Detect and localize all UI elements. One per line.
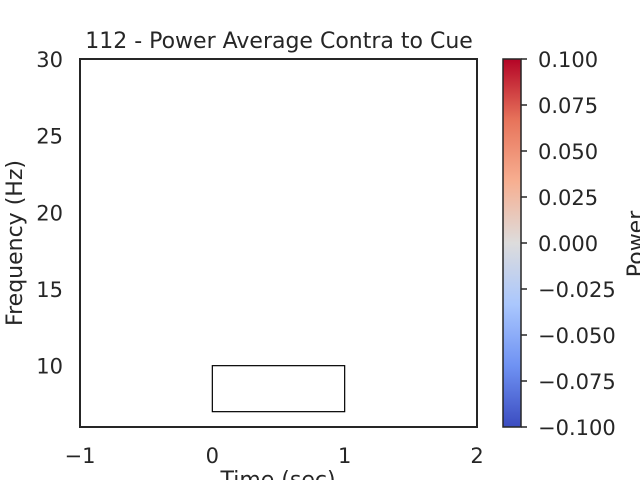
x-axis: −1 0 1 2 <box>65 444 484 468</box>
colorbar-tick-label: 0.050 <box>538 140 598 164</box>
colorbar <box>503 59 521 427</box>
colorbar-tick-label: 0.100 <box>538 48 598 72</box>
x-tick-label: 1 <box>338 444 351 468</box>
colorbar-tick-label: 0.025 <box>538 186 598 210</box>
x-tick-label: 2 <box>470 444 483 468</box>
y-tick-label: 25 <box>36 125 63 149</box>
annotation-box <box>211 365 346 413</box>
plot-frame <box>79 58 478 428</box>
y-tick-label: 30 <box>36 48 63 72</box>
y-axis: 10 15 20 25 30 <box>36 48 63 379</box>
colorbar-label: Power <box>624 210 640 277</box>
colorbar-tick-label: 0.075 <box>538 94 598 118</box>
x-tick-label: −1 <box>65 444 96 468</box>
colorbar-tick-label: −0.100 <box>538 416 616 440</box>
colorbar-ticks: 0.100 0.075 0.050 0.025 0.000 −0.025 −0.050 −0.… <box>521 48 616 440</box>
colorbar-tick-label: −0.075 <box>538 370 616 394</box>
plot-area <box>80 59 477 427</box>
colorbar-tick-label: −0.050 <box>538 324 616 348</box>
colorbar-tick-label: −0.025 <box>538 278 616 302</box>
x-tick-label: 0 <box>206 444 219 468</box>
chart-title: 112 - Power Average Contra to Cue <box>85 29 473 54</box>
colorbar-tick-label: 0.000 <box>538 232 598 256</box>
y-tick-label: 20 <box>36 201 63 225</box>
y-tick-label: 15 <box>36 278 63 302</box>
y-axis-label: Frequency (Hz) <box>3 160 28 326</box>
y-tick-label: 10 <box>36 355 63 379</box>
x-axis-label: Time (sec) <box>219 468 335 480</box>
